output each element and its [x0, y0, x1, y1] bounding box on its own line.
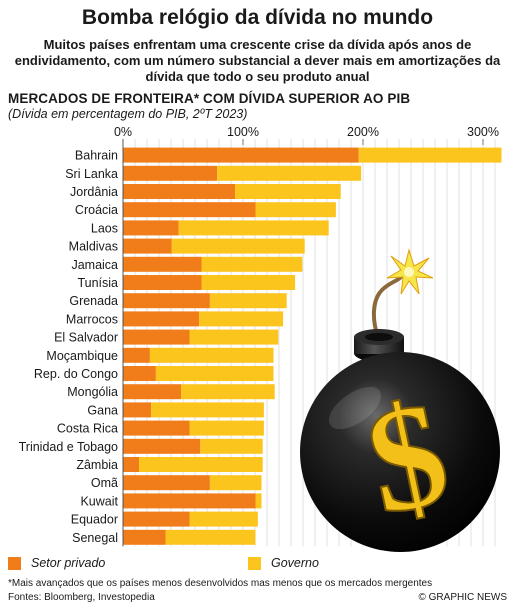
x-tick-label: 100% [227, 125, 259, 139]
bar-segment-government [200, 438, 263, 454]
category-label: Moçambique [46, 349, 118, 363]
category-label: Omã [91, 476, 118, 490]
x-tick-label: 200% [347, 125, 379, 139]
legend-item-government: Governo [248, 556, 319, 570]
bar-segment-government [151, 402, 264, 418]
bar-segment-government [199, 311, 284, 327]
bar-segment-private [123, 220, 179, 236]
bar-segment-government [189, 511, 258, 527]
credit: © GRAPHIC NEWS [418, 592, 508, 603]
page-subtitle: Muitos países enfrentam uma crescente cr… [14, 37, 501, 84]
bar-segment-private [123, 493, 256, 509]
category-label: Kuwait [80, 494, 118, 508]
category-label: Senegal [72, 531, 118, 545]
bar-segment-government [201, 275, 296, 290]
category-label: Zâmbia [76, 458, 118, 472]
bar-segment-government [155, 366, 274, 381]
category-label: Equador [71, 513, 118, 527]
footnote: *Mais avançados que os países menos dese… [8, 578, 433, 589]
category-label: El Salvador [54, 331, 118, 345]
category-label: Gana [87, 403, 118, 417]
bar-segment-government [358, 147, 502, 163]
chart-note: (Dívida em percentagem do PIB, 2ºT 2023) [8, 107, 248, 121]
category-label: Mongólia [67, 385, 118, 399]
bar-segment-private [123, 457, 140, 472]
x-tick-label: 300% [467, 125, 499, 139]
category-label: Jordânia [70, 185, 118, 199]
legend-label-private: Setor privado [31, 556, 106, 570]
bar-segment-government [189, 420, 264, 436]
bar-segment-government [171, 238, 305, 254]
bar-segment-private [123, 293, 210, 309]
bar-segment-government [209, 293, 287, 309]
category-label: Maldivas [69, 240, 118, 254]
bar-segment-private [123, 402, 152, 418]
legend-label-government: Governo [271, 556, 319, 570]
category-label: Bahrain [75, 149, 118, 163]
bar-segment-private [123, 165, 218, 181]
bar-segment-private [123, 529, 166, 545]
bar-segment-private [123, 475, 210, 491]
legend-swatch-government [248, 556, 261, 570]
category-label: Trinidad e Tobago [19, 440, 118, 454]
bar-segment-government [189, 329, 279, 345]
category-label: Laos [91, 221, 118, 235]
bar-segment-government [181, 384, 275, 400]
bar-segment-private [123, 384, 182, 400]
bar-segment-government [255, 202, 336, 218]
legend-swatch-private [8, 556, 21, 570]
bar-segment-government [217, 165, 362, 181]
bar-segment-private [123, 366, 156, 381]
bar-segment-private [123, 147, 359, 163]
category-label: Croácia [75, 203, 118, 217]
category-label: Rep. do Congo [34, 367, 118, 381]
debt-bar-chart: 0% 100% 200% 300% Bahrain Sri Lanka Jordânia Cr… [19, 125, 502, 547]
bar-segment-private [123, 511, 190, 527]
bar-segment-government [149, 347, 274, 363]
bar-segment-private [123, 275, 202, 290]
bar-segment-private [123, 202, 256, 218]
legend: Setor privado Governo [8, 556, 508, 576]
x-tick-label: 0% [114, 125, 132, 139]
bar-segment-government [178, 220, 329, 236]
legend-item-private: Setor privado [8, 556, 105, 570]
chart-title: MERCADOS DE FRONTEIRA* COM DÍVIDA SUPERI… [8, 91, 411, 106]
bar-segment-private [123, 438, 201, 454]
bar-segment-government [255, 493, 262, 509]
bar-segment-private [123, 238, 172, 254]
category-label: Grenada [69, 294, 118, 308]
sources: Fontes: Bloomberg, Investopedia [8, 592, 155, 603]
bar-segment-private [123, 311, 200, 327]
bar-segment-government [139, 457, 263, 472]
bar-segment-government [209, 475, 262, 491]
category-label: Marrocos [66, 312, 118, 326]
bar-segment-private [123, 256, 202, 272]
bar-segment-private [123, 347, 150, 363]
bar-segment-private [123, 184, 236, 199]
page-title: Bomba relógio da dívida no mundo [81, 6, 434, 29]
bar-segment-government [165, 529, 256, 545]
bar-segment-government [201, 256, 303, 272]
bar-segment-private [123, 420, 190, 436]
category-label: Sri Lanka [65, 167, 118, 181]
category-label: Jamaica [71, 258, 118, 272]
category-label: Costa Rica [57, 422, 118, 436]
bar-segment-private [123, 329, 190, 345]
category-label: Tunísia [77, 276, 118, 290]
bar-segment-government [235, 184, 341, 199]
